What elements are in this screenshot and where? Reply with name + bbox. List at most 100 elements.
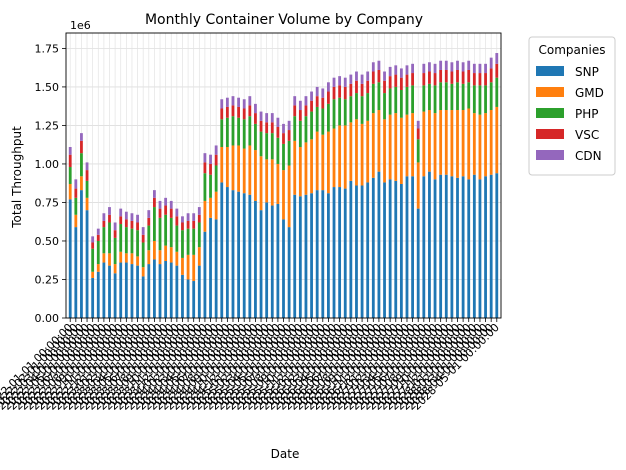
bar-segment-vsc: [141, 234, 145, 243]
bar-segment-vsc: [130, 220, 134, 229]
bar-segment-cdn: [265, 113, 269, 123]
bar-segment-php: [366, 93, 370, 121]
bar-segment-gmd: [399, 117, 403, 184]
bar-segment-snp: [164, 261, 168, 318]
bar-segment-cdn: [461, 62, 465, 72]
bar-segment-snp: [383, 182, 386, 318]
bar-segment-gmd: [388, 114, 392, 180]
bar-segment-php: [225, 117, 229, 147]
bar-segment-vsc: [108, 214, 111, 223]
bar-segment-vsc: [360, 83, 364, 97]
bar-segment-gmd: [416, 162, 420, 209]
bar-segment-vsc: [80, 140, 83, 154]
bar-segment-gmd: [209, 197, 212, 218]
legend-swatch-cdn: [536, 150, 564, 160]
bar-segment-php: [321, 108, 325, 135]
bar-segment-vsc: [254, 113, 257, 124]
bar-segment-snp: [242, 193, 246, 318]
bar-segment-snp: [169, 262, 173, 318]
bar-segment-php: [130, 228, 134, 254]
bar-segment-vsc: [371, 71, 375, 84]
bar-segment-php: [338, 97, 342, 126]
bar-segment-php: [175, 225, 179, 252]
bar-segment-php: [164, 214, 168, 246]
bar-segment-vsc: [85, 170, 89, 181]
y-axis-offset-label: 1e6: [70, 19, 91, 32]
bar-segment-gmd: [428, 110, 431, 172]
bar-segment-snp: [237, 191, 240, 318]
bar-segment-php: [360, 96, 364, 124]
bar-segment-cdn: [282, 123, 285, 134]
bar-segment-snp: [422, 176, 426, 318]
bar-segment-snp: [444, 174, 448, 318]
bar-segment-php: [158, 217, 162, 251]
bar-segment-vsc: [444, 69, 448, 83]
bar-segment-php: [310, 111, 313, 140]
bar-segment-gmd: [175, 251, 179, 266]
bar-segment-cdn: [270, 113, 274, 123]
bar-segment-php: [304, 116, 308, 143]
bar-segment-php: [192, 228, 196, 255]
bar-segment-cdn: [366, 71, 370, 81]
legend: Companies SNP GMD PHP VSC CDN: [528, 36, 616, 176]
bar-segment-gmd: [489, 110, 493, 175]
bar-segment-vsc: [304, 105, 308, 117]
bar-segment-vsc: [383, 80, 386, 94]
bar-segment-vsc: [484, 73, 487, 86]
bar-segment-php: [209, 174, 212, 198]
bar-segment-snp: [411, 176, 414, 318]
bar-segment-cdn: [242, 99, 246, 109]
bar-segment-vsc: [332, 86, 336, 100]
y-tick-label: 1.50: [35, 81, 60, 94]
legend-label-gmd: GMD: [575, 86, 604, 100]
bar-segment-vsc: [231, 105, 235, 117]
bar-segment-snp: [377, 171, 381, 318]
bar-segment-gmd: [192, 254, 196, 282]
bar-segment-snp: [192, 281, 196, 318]
bar-segment-vsc: [265, 122, 269, 134]
bar-segment-snp: [355, 185, 358, 318]
bar-segment-gmd: [366, 120, 370, 183]
bar-segment-snp: [433, 179, 437, 318]
bar-segment-php: [181, 230, 184, 258]
bar-segment-snp: [304, 194, 308, 318]
y-tick-label: 1.75: [35, 42, 60, 55]
bar-segment-cdn: [153, 190, 156, 198]
y-tick-label: 0.25: [35, 273, 60, 286]
bar-segment-vsc: [270, 122, 274, 134]
bar-segment-snp: [153, 259, 156, 318]
bar-segment-gmd: [287, 165, 291, 228]
bar-segment-gmd: [433, 113, 437, 180]
bar-segment-cdn: [203, 153, 207, 163]
bar-segment-gmd: [349, 122, 353, 181]
bar-segment-vsc: [478, 73, 482, 86]
bar-segment-gmd: [450, 110, 454, 177]
bar-segment-gmd: [265, 159, 269, 203]
bar-segment-gmd: [220, 147, 224, 183]
bar-segment-vsc: [343, 86, 347, 100]
bar-segment-snp: [450, 176, 454, 318]
bar-segment-snp: [102, 262, 106, 318]
bar-segment-php: [108, 222, 111, 254]
bar-segment-gmd: [186, 254, 190, 280]
bar-segment-php: [231, 116, 235, 146]
bar-segment-php: [416, 139, 420, 163]
bar-segment-php: [68, 167, 72, 184]
bar-segment-snp: [315, 190, 319, 318]
bar-segment-cdn: [399, 68, 403, 78]
bar-segment-cdn: [360, 74, 364, 84]
y-tick-label: 1.25: [35, 119, 60, 132]
bar-segment-php: [371, 83, 375, 114]
bar-segment-cdn: [74, 179, 78, 189]
bar-segment-php: [102, 227, 106, 254]
bar-segment-php: [147, 225, 151, 251]
bar-segment-snp: [399, 183, 403, 318]
bar-segment-snp: [68, 199, 72, 318]
bar-segment-cdn: [293, 96, 297, 106]
bar-segment-gmd: [130, 253, 134, 265]
bar-segment-cdn: [68, 147, 72, 155]
bar-segment-gmd: [310, 139, 313, 194]
bar-segment-vsc: [119, 216, 123, 225]
bar-segment-cdn: [158, 200, 162, 209]
